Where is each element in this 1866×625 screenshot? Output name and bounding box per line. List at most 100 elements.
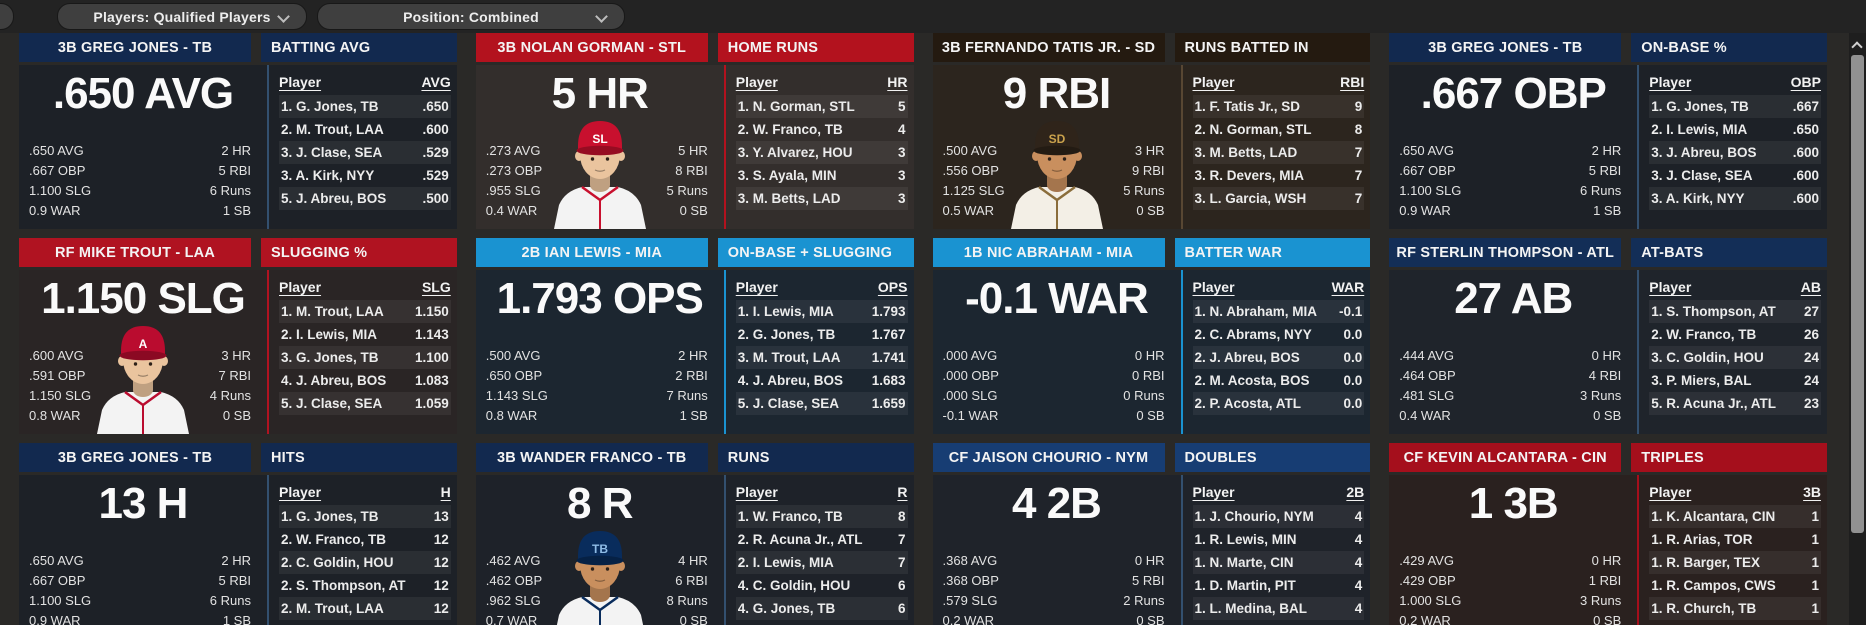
leaderboard-row[interactable]: 2. I. Lewis, MIA 1.143 bbox=[279, 323, 451, 346]
card-category-header[interactable]: ON-BASE % bbox=[1631, 33, 1827, 62]
leaderboard-row[interactable]: 3. R. Devers, MIA 7 bbox=[1193, 164, 1365, 187]
leaderboard-row[interactable]: 2. W. Franco, TB 12 bbox=[279, 528, 451, 551]
leaderboard-row[interactable]: 1. J. Chourio, NYM 4 bbox=[1192, 505, 1365, 528]
card-category-header[interactable]: RUNS BATTED IN bbox=[1174, 33, 1371, 62]
leaderboard-row[interactable]: 5. J. Clase, SEA 1.659 bbox=[735, 392, 908, 415]
leaderboard-stat-column-header[interactable]: RBI bbox=[1340, 74, 1365, 90]
leaderboard-row[interactable]: 1. I. Lewis, MIA 1.793 bbox=[735, 300, 908, 323]
leaderboard-row[interactable]: 3. J. Abreu, BOS .600 bbox=[1649, 141, 1821, 164]
leaderboard-row[interactable]: 3. J. Clase, SEA .529 bbox=[279, 141, 451, 164]
leaderboard-row[interactable]: 2. J. Abreu, BOS 0.0 bbox=[1192, 346, 1365, 369]
leaderboard-stat-column-header[interactable]: HR bbox=[887, 74, 908, 90]
leaderboard-stat-column-header[interactable]: H bbox=[440, 484, 451, 500]
card-player-header[interactable]: 3B GREG JONES - TB bbox=[19, 443, 251, 472]
leaderboard-row[interactable]: 3. Y. Alvarez, HOU 3 bbox=[735, 141, 908, 164]
leaderboard-row[interactable]: 1. G. Jones, TB 13 bbox=[279, 505, 451, 528]
leaderboard-row[interactable]: 1. R. Church, TB 1 bbox=[1649, 597, 1821, 620]
leaderboard-player-column-header[interactable]: Player bbox=[1649, 74, 1692, 90]
leaderboard-row[interactable]: 1. R. Lewis, MIN 4 bbox=[1193, 528, 1365, 551]
card-category-header[interactable]: AT-BATS bbox=[1631, 238, 1827, 267]
card-player-header[interactable]: CF KEVIN ALCANTARA - CIN bbox=[1389, 443, 1622, 472]
scrollbar-thumb[interactable] bbox=[1851, 55, 1864, 533]
card-category-header[interactable]: TRIPLES bbox=[1631, 443, 1827, 472]
leaderboard-row[interactable]: 1. R. Arias, TOR 1 bbox=[1649, 528, 1821, 551]
leaderboard-player-column-header[interactable]: Player bbox=[1192, 279, 1235, 295]
leaderboard-player-column-header[interactable]: Player bbox=[735, 484, 778, 500]
leaderboard-row[interactable]: 2. M. Trout, LAA 12 bbox=[279, 597, 451, 620]
partial-button[interactable] bbox=[0, 3, 14, 30]
leaderboard-row[interactable]: 3. A. Kirk, NYY .600 bbox=[1649, 187, 1821, 210]
leaderboard-row[interactable]: 4. C. Goldin, HOU 6 bbox=[736, 574, 908, 597]
card-category-header[interactable]: BATTER WAR bbox=[1174, 238, 1371, 267]
leaderboard-row[interactable]: 4. J. Abreu, BOS 1.683 bbox=[736, 369, 908, 392]
players-filter-dropdown[interactable]: Players: Qualified Players bbox=[57, 3, 307, 30]
leaderboard-row[interactable]: 2. M. Trout, LAA .600 bbox=[279, 118, 451, 141]
card-player-header[interactable]: 3B GREG JONES - TB bbox=[1389, 33, 1622, 62]
leaderboard-row[interactable]: 1. S. Thompson, AT 27 bbox=[1649, 300, 1821, 323]
leaderboard-row[interactable]: 1. K. Alcantara, CIN 1 bbox=[1649, 505, 1821, 528]
card-player-header[interactable]: 3B FERNANDO TATIS JR. - SD bbox=[932, 33, 1165, 62]
card-player-header[interactable]: RF MIKE TROUT - LAA bbox=[19, 238, 251, 267]
leaderboard-row[interactable]: 4. G. Jones, TB 6 bbox=[735, 597, 908, 620]
leaderboard-row[interactable]: 2. C. Goldin, HOU 12 bbox=[279, 551, 451, 574]
leaderboard-row[interactable]: 3. S. Ayala, MIN 3 bbox=[736, 164, 908, 187]
leaderboard-row[interactable]: 1. N. Gorman, STL 5 bbox=[735, 95, 908, 118]
leaderboard-player-column-header[interactable]: Player bbox=[1649, 279, 1692, 295]
leaderboard-stat-column-header[interactable]: SLG bbox=[421, 279, 451, 295]
leaderboard-row[interactable]: 2. C. Abrams, NYY 0.0 bbox=[1193, 323, 1365, 346]
leaderboard-row[interactable]: 2. I. Lewis, MIA 7 bbox=[735, 551, 908, 574]
leaderboard-player-column-header[interactable]: Player bbox=[735, 279, 778, 295]
card-category-header[interactable]: BATTING AVG bbox=[261, 33, 457, 62]
leaderboard-row[interactable]: 3. L. Garcia, WSH 7 bbox=[1192, 187, 1365, 210]
leaderboard-row[interactable]: 2. N. Gorman, STL 8 bbox=[1193, 118, 1365, 141]
leaderboard-player-column-header[interactable]: Player bbox=[1649, 484, 1692, 500]
leaderboard-player-column-header[interactable]: Player bbox=[1192, 484, 1235, 500]
leaderboard-stat-column-header[interactable]: 3B bbox=[1803, 484, 1821, 500]
leaderboard-row[interactable]: 4. J. Abreu, BOS 1.083 bbox=[279, 369, 451, 392]
leaderboard-stat-column-header[interactable]: OPS bbox=[877, 279, 908, 295]
leaderboard-row[interactable]: 5. J. Abreu, BOS .500 bbox=[279, 187, 451, 210]
leaderboard-row[interactable]: 3. G. Jones, TB 1.100 bbox=[279, 346, 451, 369]
card-player-header[interactable]: 2B IAN LEWIS - MIA bbox=[475, 238, 708, 267]
card-player-header[interactable]: 1B NIC ABRAHAM - MIA bbox=[932, 238, 1165, 267]
scroll-up-button[interactable] bbox=[1849, 35, 1866, 53]
card-category-header[interactable]: HITS bbox=[261, 443, 457, 472]
leaderboard-row[interactable]: 1. M. Trout, LAA 1.150 bbox=[279, 300, 451, 323]
leaderboard-player-column-header[interactable]: Player bbox=[279, 279, 322, 295]
leaderboard-row[interactable]: 3. J. Clase, SEA .600 bbox=[1649, 164, 1821, 187]
leaderboard-row[interactable]: 5. R. Acuna Jr., ATL 23 bbox=[1649, 392, 1821, 415]
leaderboard-row[interactable]: 2. P. Acosta, ATL 0.0 bbox=[1192, 392, 1365, 415]
leaderboard-row[interactable]: 1. F. Tatis Jr., SD 9 bbox=[1192, 95, 1365, 118]
leaderboard-stat-column-header[interactable]: AVG bbox=[421, 74, 451, 90]
leaderboard-row[interactable]: 3. P. Miers, BAL 24 bbox=[1649, 369, 1821, 392]
leaderboard-row[interactable]: 1. L. Medina, BAL 4 bbox=[1192, 597, 1365, 620]
leaderboard-player-column-header[interactable]: Player bbox=[735, 74, 778, 90]
leaderboard-stat-column-header[interactable]: WAR bbox=[1331, 279, 1365, 295]
leaderboard-row[interactable]: 2. W. Franco, TB 4 bbox=[736, 118, 908, 141]
leaderboard-row[interactable]: 1. D. Martin, PIT 4 bbox=[1193, 574, 1365, 597]
leaderboard-row[interactable]: 3. A. Kirk, NYY .529 bbox=[279, 164, 451, 187]
leaderboard-row[interactable]: 1. R. Campos, CWS 1 bbox=[1649, 574, 1821, 597]
leaderboard-row[interactable]: 2. S. Thompson, AT 12 bbox=[279, 574, 451, 597]
card-category-header[interactable]: DOUBLES bbox=[1174, 443, 1371, 472]
card-category-header[interactable]: RUNS bbox=[717, 443, 914, 472]
leaderboard-row[interactable]: 5. J. Clase, SEA 1.059 bbox=[279, 392, 451, 415]
leaderboard-row[interactable]: 3. M. Betts, LAD 7 bbox=[1192, 141, 1365, 164]
card-category-header[interactable]: SLUGGING % bbox=[261, 238, 457, 267]
leaderboard-row[interactable]: 3. M. Betts, LAD 3 bbox=[735, 187, 908, 210]
leaderboard-stat-column-header[interactable]: R bbox=[897, 484, 908, 500]
leaderboard-row[interactable]: 2. I. Lewis, MIA .650 bbox=[1649, 118, 1821, 141]
card-category-header[interactable]: ON-BASE + SLUGGING bbox=[717, 238, 914, 267]
leaderboard-stat-column-header[interactable]: OBP bbox=[1790, 74, 1821, 90]
leaderboard-player-column-header[interactable]: Player bbox=[279, 484, 322, 500]
leaderboard-row[interactable]: 2. W. Franco, TB 26 bbox=[1649, 323, 1821, 346]
leaderboard-row[interactable]: 2. M. Acosta, BOS 0.0 bbox=[1193, 369, 1365, 392]
leaderboard-row[interactable]: 1. N. Abraham, MIA -0.1 bbox=[1192, 300, 1365, 323]
leaderboard-row[interactable]: 1. G. Jones, TB .650 bbox=[279, 95, 451, 118]
leaderboard-row[interactable]: 1. R. Barger, TEX 1 bbox=[1649, 551, 1821, 574]
card-category-header[interactable]: HOME RUNS bbox=[717, 33, 914, 62]
card-player-header[interactable]: 3B WANDER FRANCO - TB bbox=[475, 443, 708, 472]
vertical-scrollbar[interactable] bbox=[1849, 33, 1866, 625]
leaderboard-row[interactable]: 3. M. Trout, LAA 1.741 bbox=[735, 346, 908, 369]
leaderboard-player-column-header[interactable]: Player bbox=[1192, 74, 1235, 90]
